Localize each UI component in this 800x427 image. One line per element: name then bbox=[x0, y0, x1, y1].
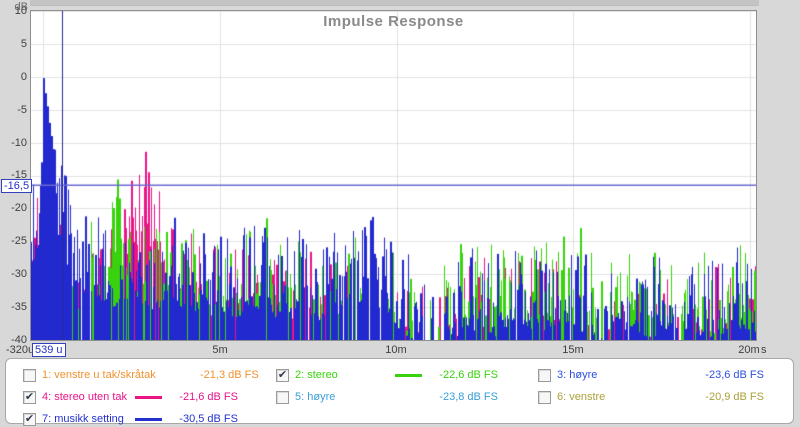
trace-7-peak-value: -30,5 dB FS bbox=[179, 413, 238, 425]
y-tick: 5 bbox=[20, 38, 27, 50]
trace-6-peak-value: -20,9 dB FS bbox=[705, 391, 764, 403]
y-tick: 10 bbox=[14, 5, 27, 17]
legend-column-3: 3: høyre -23,6 dB FS 6: venstre -20,9 dB… bbox=[538, 365, 764, 409]
y-tick: -30 bbox=[11, 268, 27, 280]
trace-5-checkbox[interactable] bbox=[276, 390, 289, 404]
legend-item-7-musikk-setting: ✔ 7: musikk setting -30,5 dB FS bbox=[23, 409, 238, 427]
x-tick: 15m bbox=[562, 344, 584, 356]
trace-1-checkbox[interactable] bbox=[23, 368, 36, 382]
trace-2-peak-value: -22,6 dB FS bbox=[439, 369, 498, 381]
y-tick: 0 bbox=[20, 71, 27, 83]
x-tick: 20m bbox=[738, 344, 760, 356]
y-tick: -20 bbox=[11, 202, 27, 214]
y-tick: -5 bbox=[17, 104, 27, 116]
y-tick: -25 bbox=[11, 235, 27, 247]
trace-2-swatch bbox=[395, 373, 422, 377]
y-tick: -40 bbox=[11, 334, 27, 346]
legend-panel: 1: venstre u tak/skråtak -21,3 dB FS ✔ 4… bbox=[5, 358, 794, 427]
trace-4-checkbox[interactable]: ✔ bbox=[23, 390, 36, 404]
legend-item-5-hoyre: 5: høyre -23,8 dB FS bbox=[276, 387, 498, 407]
trace-5-label: 5: høyre bbox=[295, 391, 336, 403]
y-tick: -35 bbox=[11, 301, 27, 313]
trace-3-checkbox[interactable] bbox=[538, 368, 551, 382]
legend-column-2: ✔ 2: stereo -22,6 dB FS 5: høyre -23,8 d… bbox=[276, 365, 498, 409]
trace-3-label: 3: høyre bbox=[557, 369, 598, 381]
trace-4-swatch bbox=[135, 395, 162, 399]
x-axis-unit-label: s bbox=[761, 344, 767, 356]
y-tick: -15 bbox=[11, 169, 27, 181]
trace-5-peak-value: -23,8 dB FS bbox=[439, 391, 498, 403]
legend-item-6-venstre: 6: venstre -20,9 dB FS bbox=[538, 387, 764, 407]
trace-7-swatch bbox=[135, 417, 162, 421]
trace-2-checkbox[interactable]: ✔ bbox=[276, 368, 289, 382]
y-tick: -10 bbox=[11, 137, 27, 149]
plot-area[interactable] bbox=[30, 10, 757, 341]
trace-1-peak-value: -21,3 dB FS bbox=[200, 369, 259, 381]
x-tick: -320u bbox=[5, 344, 35, 356]
trace-7-checkbox[interactable]: ✔ bbox=[23, 412, 36, 426]
trace-3-peak-value: -23,6 dB FS bbox=[705, 369, 764, 381]
cursor-time-readout: 539 u bbox=[32, 343, 66, 357]
legend-item-3-hoyre: 3: høyre -23,6 dB FS bbox=[538, 365, 764, 385]
panel-top-strip bbox=[30, 0, 759, 6]
legend-column-1: 1: venstre u tak/skråtak -21,3 dB FS ✔ 4… bbox=[23, 365, 259, 427]
y-axis-unit-label: dB bbox=[14, 1, 28, 13]
legend-item-2-stereo: ✔ 2: stereo -22,6 dB FS bbox=[276, 365, 498, 385]
cursor-level-readout: -16,5 bbox=[1, 179, 33, 193]
trace-4-peak-value: -21,6 dB FS bbox=[179, 391, 238, 403]
x-tick: 10m bbox=[385, 344, 407, 356]
impulse-response-canvas[interactable] bbox=[31, 11, 756, 340]
legend-item-1-venstre-u-tak: 1: venstre u tak/skråtak -21,3 dB FS bbox=[23, 365, 259, 385]
legend-item-4-stereo-uten-tak: ✔ 4: stereo uten tak -21,6 dB FS bbox=[23, 387, 238, 407]
trace-6-checkbox[interactable] bbox=[538, 390, 551, 404]
trace-1-label: 1: venstre u tak/skråtak bbox=[42, 369, 156, 381]
trace-7-label: 7: musikk setting bbox=[42, 413, 124, 425]
trace-6-label: 6: venstre bbox=[557, 391, 606, 403]
trace-4-label: 4: stereo uten tak bbox=[42, 391, 127, 403]
x-tick: 5m bbox=[212, 344, 228, 356]
trace-2-label: 2: stereo bbox=[295, 369, 338, 381]
